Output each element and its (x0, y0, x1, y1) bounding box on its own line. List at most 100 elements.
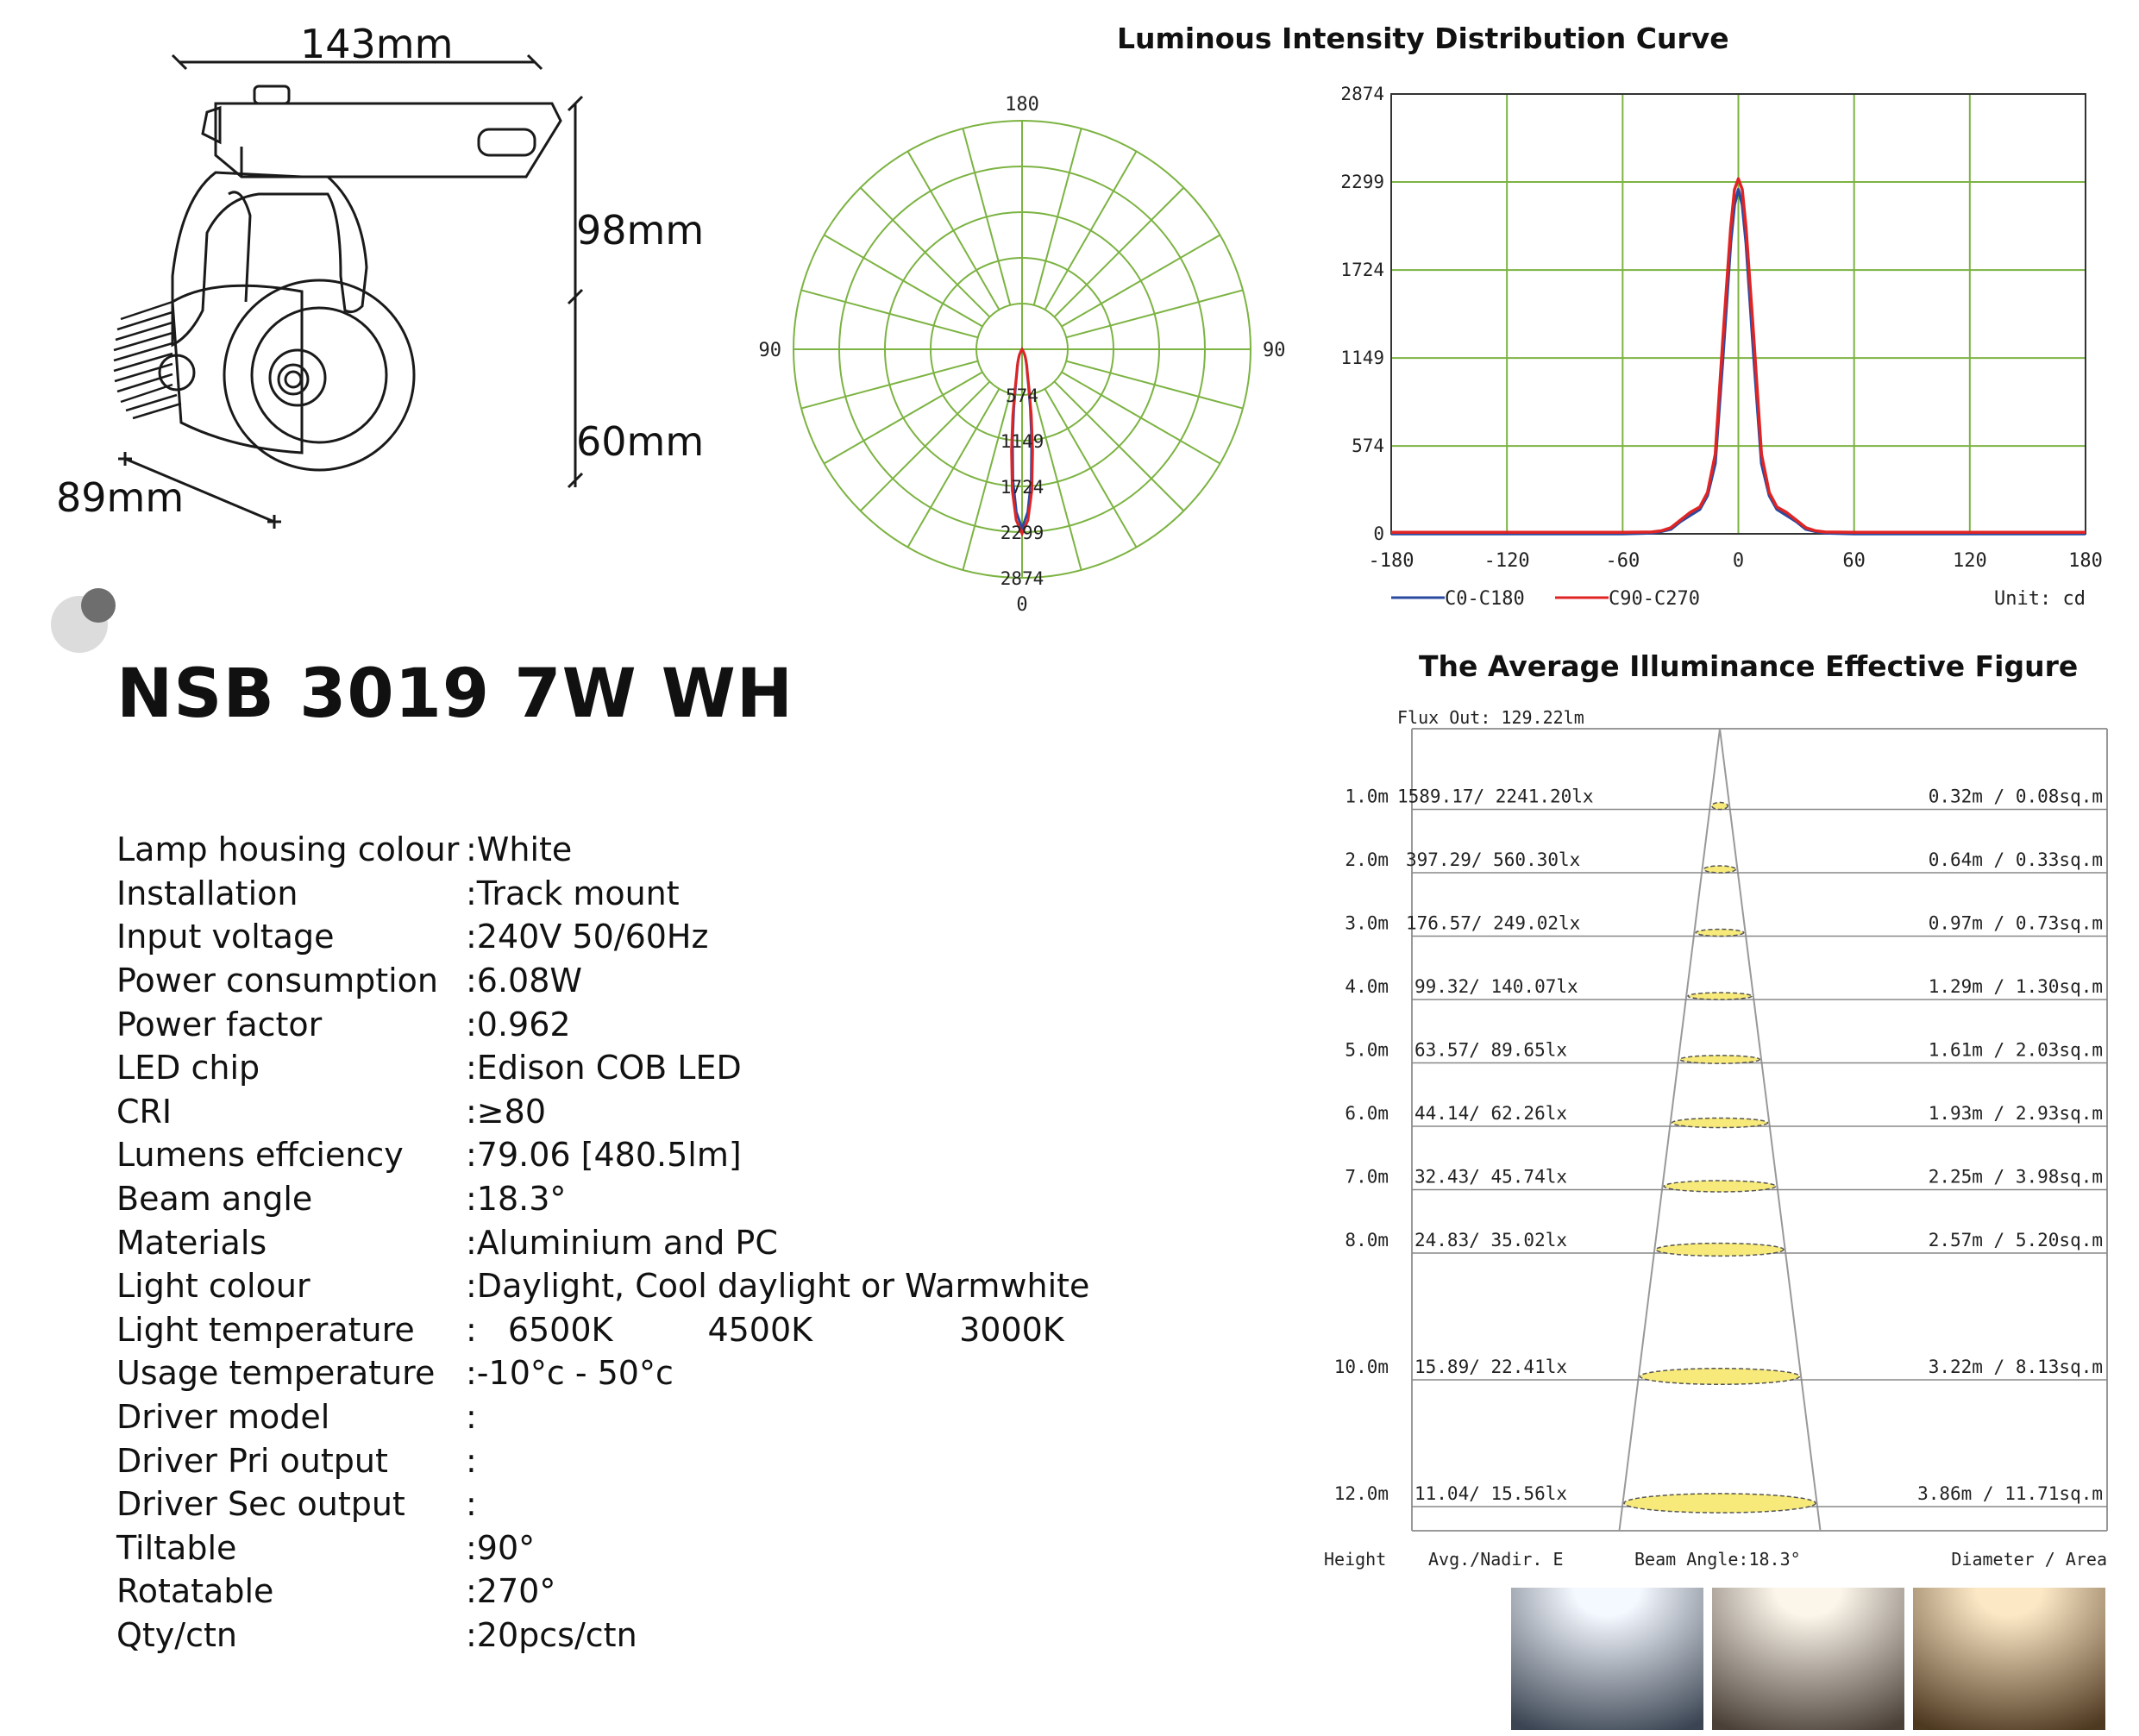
x-tick-label: 180 (2068, 550, 2103, 572)
polar-spoke (1065, 289, 1244, 339)
y-tick-label: 0 (1373, 523, 1384, 544)
polar-spoke (800, 360, 979, 410)
row-height: 5.0m (1345, 1040, 1389, 1061)
cartesian-chart: -180 -120 -60 0 60 120 180 0 574 1149 1724 2299 2874… (1340, 84, 2102, 610)
light-swatch (1511, 1588, 1703, 1730)
polar-spoke (906, 388, 1000, 548)
spec-value-text: : (466, 1441, 477, 1480)
x-tick-label: 120 (1953, 550, 1987, 572)
spec-value: :6.08W (466, 959, 1089, 1003)
spec-label: Rotatable (116, 1572, 274, 1611)
lidc-title: Luminous Intensity Distribution Curve (1117, 22, 1729, 55)
y-tick-label: 574 (1352, 436, 1384, 456)
spec-value-text: :Edison COB LED (466, 1049, 742, 1087)
cone-left (1618, 728, 1721, 1532)
polar-series (1010, 347, 1034, 537)
plot-frame (1390, 93, 2086, 535)
beam-ellipse (1711, 801, 1728, 811)
spec-value: :270° (466, 1570, 1089, 1614)
dimension-depth: 89mm (56, 474, 185, 521)
row-area: 2.25m / 3.98sq.m (1929, 1167, 2103, 1188)
x-tick-label: 60 (1842, 550, 1866, 572)
beam-ellipse (1623, 1493, 1816, 1514)
polar-spoke (962, 392, 1012, 571)
legend-label: C90-C270 (1609, 588, 1700, 610)
row-area: 1.29m / 1.30sq.m (1929, 976, 2103, 997)
polar-angle-right: 90 (1263, 340, 1286, 361)
polar-spoke (824, 234, 983, 328)
spec-value: :79.06 [480.5lm] (466, 1133, 1089, 1177)
light-swatch (1712, 1588, 1904, 1730)
illuminance-title: The Average Illuminance Effective Figure (1419, 649, 2079, 683)
spec-value-text: :20pcs/ctn (466, 1615, 637, 1654)
row-lux: 24.83/ 35.02lx (1414, 1230, 1567, 1250)
spec-row: Input voltage :240V 50/60Hz (116, 915, 1089, 959)
beam-ellipse (1671, 1117, 1769, 1129)
temperature-option: 6500K (507, 1310, 613, 1349)
row-lux: 99.32/ 140.07lx (1414, 976, 1578, 997)
polar-radial-tick: 2874 (1000, 568, 1044, 589)
footer-beam: Beam Angle:18.3° (1634, 1549, 1801, 1570)
row-height: 4.0m (1345, 976, 1389, 997)
beam-ellipse (1679, 1055, 1760, 1064)
row-height: 10.0m (1334, 1357, 1389, 1377)
polar-radial-tick: 2299 (1000, 523, 1044, 543)
spec-label: Light temperature (116, 1310, 415, 1349)
polar-spoke (859, 380, 991, 512)
spec-row: LED chip:Edison COB LED (116, 1046, 1089, 1090)
row-area: 0.32m / 0.08sq.m (1929, 787, 2103, 807)
row-area: 1.93m / 2.93sq.m (1929, 1103, 2103, 1124)
polar-spoke (1032, 392, 1082, 571)
row-lux: 1589.17/ 2241.20lx (1397, 787, 1594, 807)
flux-out: Flux Out: 129.22lm (1397, 707, 1584, 728)
illuminance-figure: Flux Out: 129.22lm 1.0m 1589.17/ 2241.20l… (1324, 707, 2108, 1570)
spec-value: :Daylight, Cool daylight or Warmwhite (466, 1264, 1089, 1308)
spec-value: :White (466, 828, 1089, 872)
polar-labels: 574 1149 1724 2299 2874 180 0 90 90 (759, 94, 1286, 616)
row-height: 2.0m (1345, 849, 1389, 870)
spec-row: Rotatable :270° (116, 1570, 1089, 1614)
polar-radial-tick: 1724 (1000, 477, 1044, 498)
illuminance-rows: 1.0m 1589.17/ 2241.20lx 0.32m / 0.08sq.m 2.… (1334, 787, 2107, 1514)
series-line-C90-C270 (1391, 177, 2086, 534)
dimension-width: 143mm (300, 21, 454, 67)
beam-ellipse (1703, 865, 1737, 874)
spec-label: Input voltage (116, 918, 335, 956)
spec-row: Lamp housing colour:White (116, 828, 1089, 872)
spec-value: :≥80 (466, 1090, 1089, 1134)
dimension-height-top: 98mm (576, 207, 705, 254)
spec-value-text: :270° (466, 1572, 556, 1611)
cartesian-series (1391, 177, 2086, 536)
row-height: 3.0m (1345, 913, 1389, 934)
polar-angle-bottom: 0 (1016, 594, 1027, 616)
legend-label: C0-C180 (1445, 588, 1525, 610)
spec-value: : (466, 1395, 1089, 1439)
row-height: 7.0m (1345, 1167, 1389, 1188)
cartesian-labels: -180 -120 -60 0 60 120 180 0 574 1149 1724 2299 2874… (1340, 84, 2102, 610)
footer-diameter: Diameter / Area (1951, 1549, 2107, 1570)
row-lux: 32.43/ 45.74lx (1414, 1167, 1567, 1188)
spec-value: :Edison COB LED (466, 1046, 1089, 1090)
polar-spoke (906, 151, 1000, 310)
polar-spoke (962, 128, 1012, 306)
spec-row: Qty/ctn:20pcs/ctn (116, 1614, 1089, 1658)
cone-right (1719, 728, 1822, 1532)
spec-value-text: :240V 50/60Hz (466, 918, 709, 956)
beam-ellipse (1655, 1242, 1785, 1257)
spec-value-text: :-10°c - 50°c (466, 1354, 674, 1393)
y-tick-label: 2874 (1340, 84, 1384, 104)
spec-label: Driver model (116, 1398, 330, 1437)
spec-row: Driver model: (116, 1395, 1089, 1439)
polar-angle-left: 90 (759, 340, 782, 361)
polar-spoke (1044, 388, 1138, 548)
spec-value: : (466, 1482, 1089, 1526)
spec-label: Lumens effciency (116, 1136, 404, 1175)
row-area: 3.22m / 8.13sq.m (1929, 1357, 2103, 1377)
polar-radial-tick: 1149 (1000, 431, 1044, 452)
y-tick-label: 1149 (1340, 348, 1384, 368)
illuminance-footer: Height Avg./Nadir. E Beam Angle:18.3° Diame… (1324, 1549, 2107, 1570)
spec-row: Light colour:Daylight, Cool daylight or … (116, 1264, 1089, 1308)
polar-spoke (1065, 360, 1244, 410)
x-tick-label: -120 (1484, 550, 1530, 572)
spec-label: Tiltable (116, 1528, 237, 1567)
